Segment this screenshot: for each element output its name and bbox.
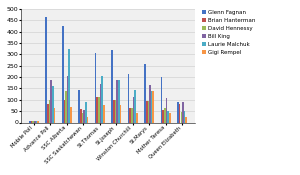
Bar [54, 108, 55, 122]
Bar [161, 77, 162, 122]
Bar [113, 100, 115, 122]
Bar [185, 117, 187, 122]
Bar [35, 121, 37, 122]
Bar [65, 91, 67, 122]
Bar [97, 97, 98, 122]
Bar [70, 107, 72, 122]
Bar [182, 103, 184, 122]
Bar [95, 53, 97, 122]
Bar [78, 89, 80, 122]
Bar [136, 113, 138, 122]
Bar [149, 85, 151, 122]
Bar [101, 76, 103, 122]
Bar [29, 121, 31, 122]
Bar [131, 108, 133, 122]
Bar [32, 121, 34, 122]
Bar [50, 80, 52, 122]
Bar [128, 74, 129, 122]
Bar [169, 113, 171, 122]
Bar [49, 100, 50, 122]
Bar [144, 64, 146, 122]
Bar [111, 50, 113, 122]
Bar [133, 97, 134, 122]
Bar [152, 91, 154, 122]
Bar [47, 104, 49, 122]
Bar [184, 111, 185, 122]
Bar [166, 98, 167, 122]
Bar [179, 104, 181, 122]
Bar [129, 108, 131, 122]
Bar [162, 110, 164, 122]
Bar [146, 101, 148, 122]
Bar [45, 17, 47, 122]
Bar [181, 112, 182, 122]
Bar [119, 105, 121, 122]
Bar [82, 113, 83, 122]
Bar [118, 80, 119, 122]
Bar [134, 89, 136, 122]
Bar [103, 105, 105, 122]
Bar [87, 117, 88, 122]
Bar [64, 100, 65, 122]
Bar [177, 102, 179, 122]
Bar [85, 102, 87, 122]
Bar [98, 97, 100, 122]
Bar [167, 111, 169, 122]
Bar [100, 84, 101, 122]
Bar [116, 80, 118, 122]
Bar [115, 100, 116, 122]
Bar [31, 121, 32, 122]
Bar [52, 86, 54, 122]
Bar [164, 108, 166, 122]
Bar [37, 121, 39, 122]
Legend: Glenn Fagnan, Brian Hanterman, David Hennessy, Bill King, Laurie Malchuk, Gigi R: Glenn Fagnan, Brian Hanterman, David Hen… [201, 9, 256, 56]
Bar [80, 109, 82, 122]
Bar [67, 76, 68, 122]
Bar [83, 110, 85, 122]
Bar [148, 101, 149, 122]
Bar [68, 48, 70, 122]
Bar [62, 26, 64, 122]
Bar [151, 91, 152, 122]
Bar [34, 121, 35, 122]
